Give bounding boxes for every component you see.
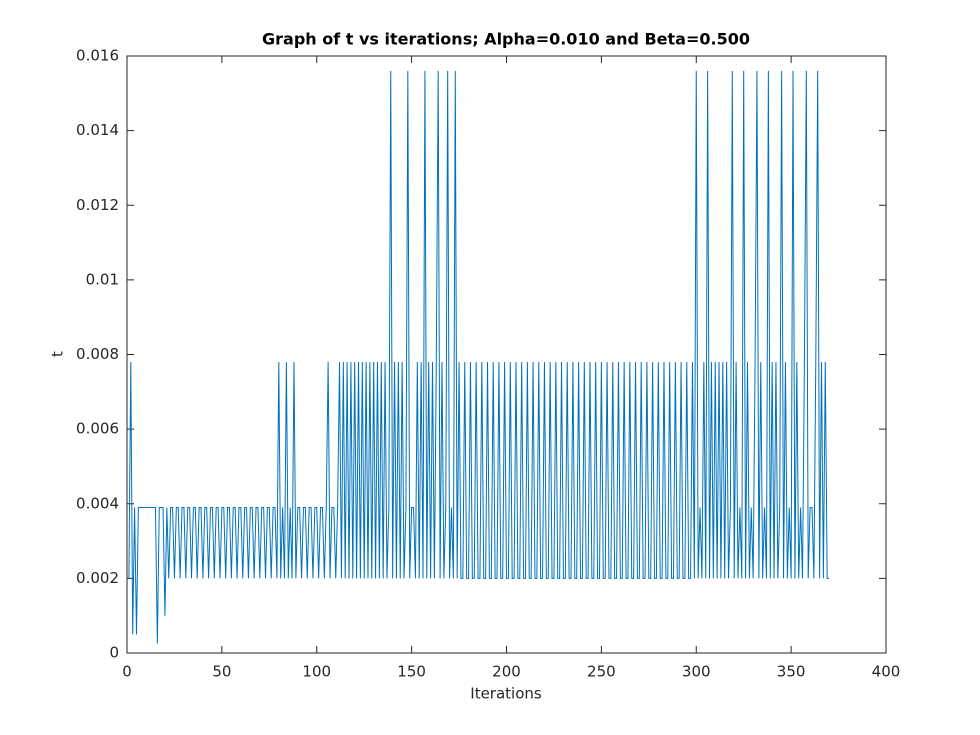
x-tick-label: 50 [212,663,231,681]
y-axis-label: t [49,351,67,357]
data-line [128,70,830,644]
x-tick-label: 300 [682,663,711,681]
x-axis-label: Iterations [470,685,542,703]
y-tick-label: 0.008 [76,345,119,363]
y-tick-label: 0.014 [76,121,119,139]
x-tick-label: 200 [492,663,521,681]
x-tick-label: 150 [397,663,426,681]
y-tick-label: 0.01 [86,270,119,288]
y-tick-label: 0.002 [76,569,119,587]
y-tick-label: 0 [109,644,119,662]
x-tick-label: 350 [777,663,806,681]
y-tick-label: 0.016 [76,47,119,65]
chart-title: Graph of t vs iterations; Alpha=0.010 an… [262,30,750,49]
y-tick-label: 0.006 [76,420,119,438]
y-tick-label: 0.004 [76,494,119,512]
x-tick-label: 0 [122,663,132,681]
x-tick-label: 250 [587,663,616,681]
x-tick-label: 400 [872,663,901,681]
y-tick-label: 0.012 [76,196,119,214]
x-tick-label: 100 [302,663,331,681]
